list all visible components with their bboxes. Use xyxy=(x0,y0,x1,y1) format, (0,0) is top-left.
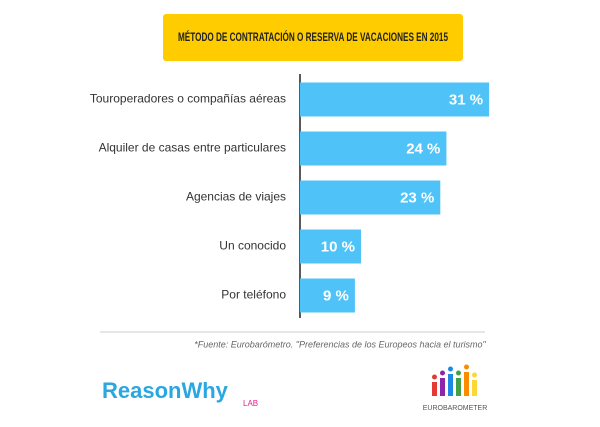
category-label: Touroperadores o compañías aéreas xyxy=(90,92,286,106)
category-label: Un conocido xyxy=(219,239,286,253)
value-label: 24 % xyxy=(406,140,440,157)
chart-title: MÉTODO DE CONTRATACIÓN O RESERVA DE VACA… xyxy=(178,29,448,44)
value-label: 10 % xyxy=(321,238,355,255)
bar xyxy=(300,229,361,264)
category-label: Alquiler de casas entre particulares xyxy=(99,141,286,155)
eurobarometer-icon xyxy=(432,364,477,396)
bar xyxy=(300,82,490,117)
value-label: 9 % xyxy=(323,287,349,304)
bar xyxy=(300,278,355,313)
title-box xyxy=(163,14,463,61)
bar xyxy=(300,180,441,215)
category-label: Agencias de viajes xyxy=(186,190,286,204)
category-label: Por teléfono xyxy=(221,288,286,302)
logo-text: EUROBAROMETER xyxy=(423,405,488,412)
value-label: 31 % xyxy=(449,91,483,108)
value-label: 23 % xyxy=(400,189,434,206)
source-note: *Fuente: Eurobarómetro. "Preferencias de… xyxy=(194,339,486,349)
logo-text: ReasonWhy xyxy=(102,378,229,403)
bar xyxy=(300,131,447,166)
logo-sub: LAB xyxy=(243,399,258,408)
